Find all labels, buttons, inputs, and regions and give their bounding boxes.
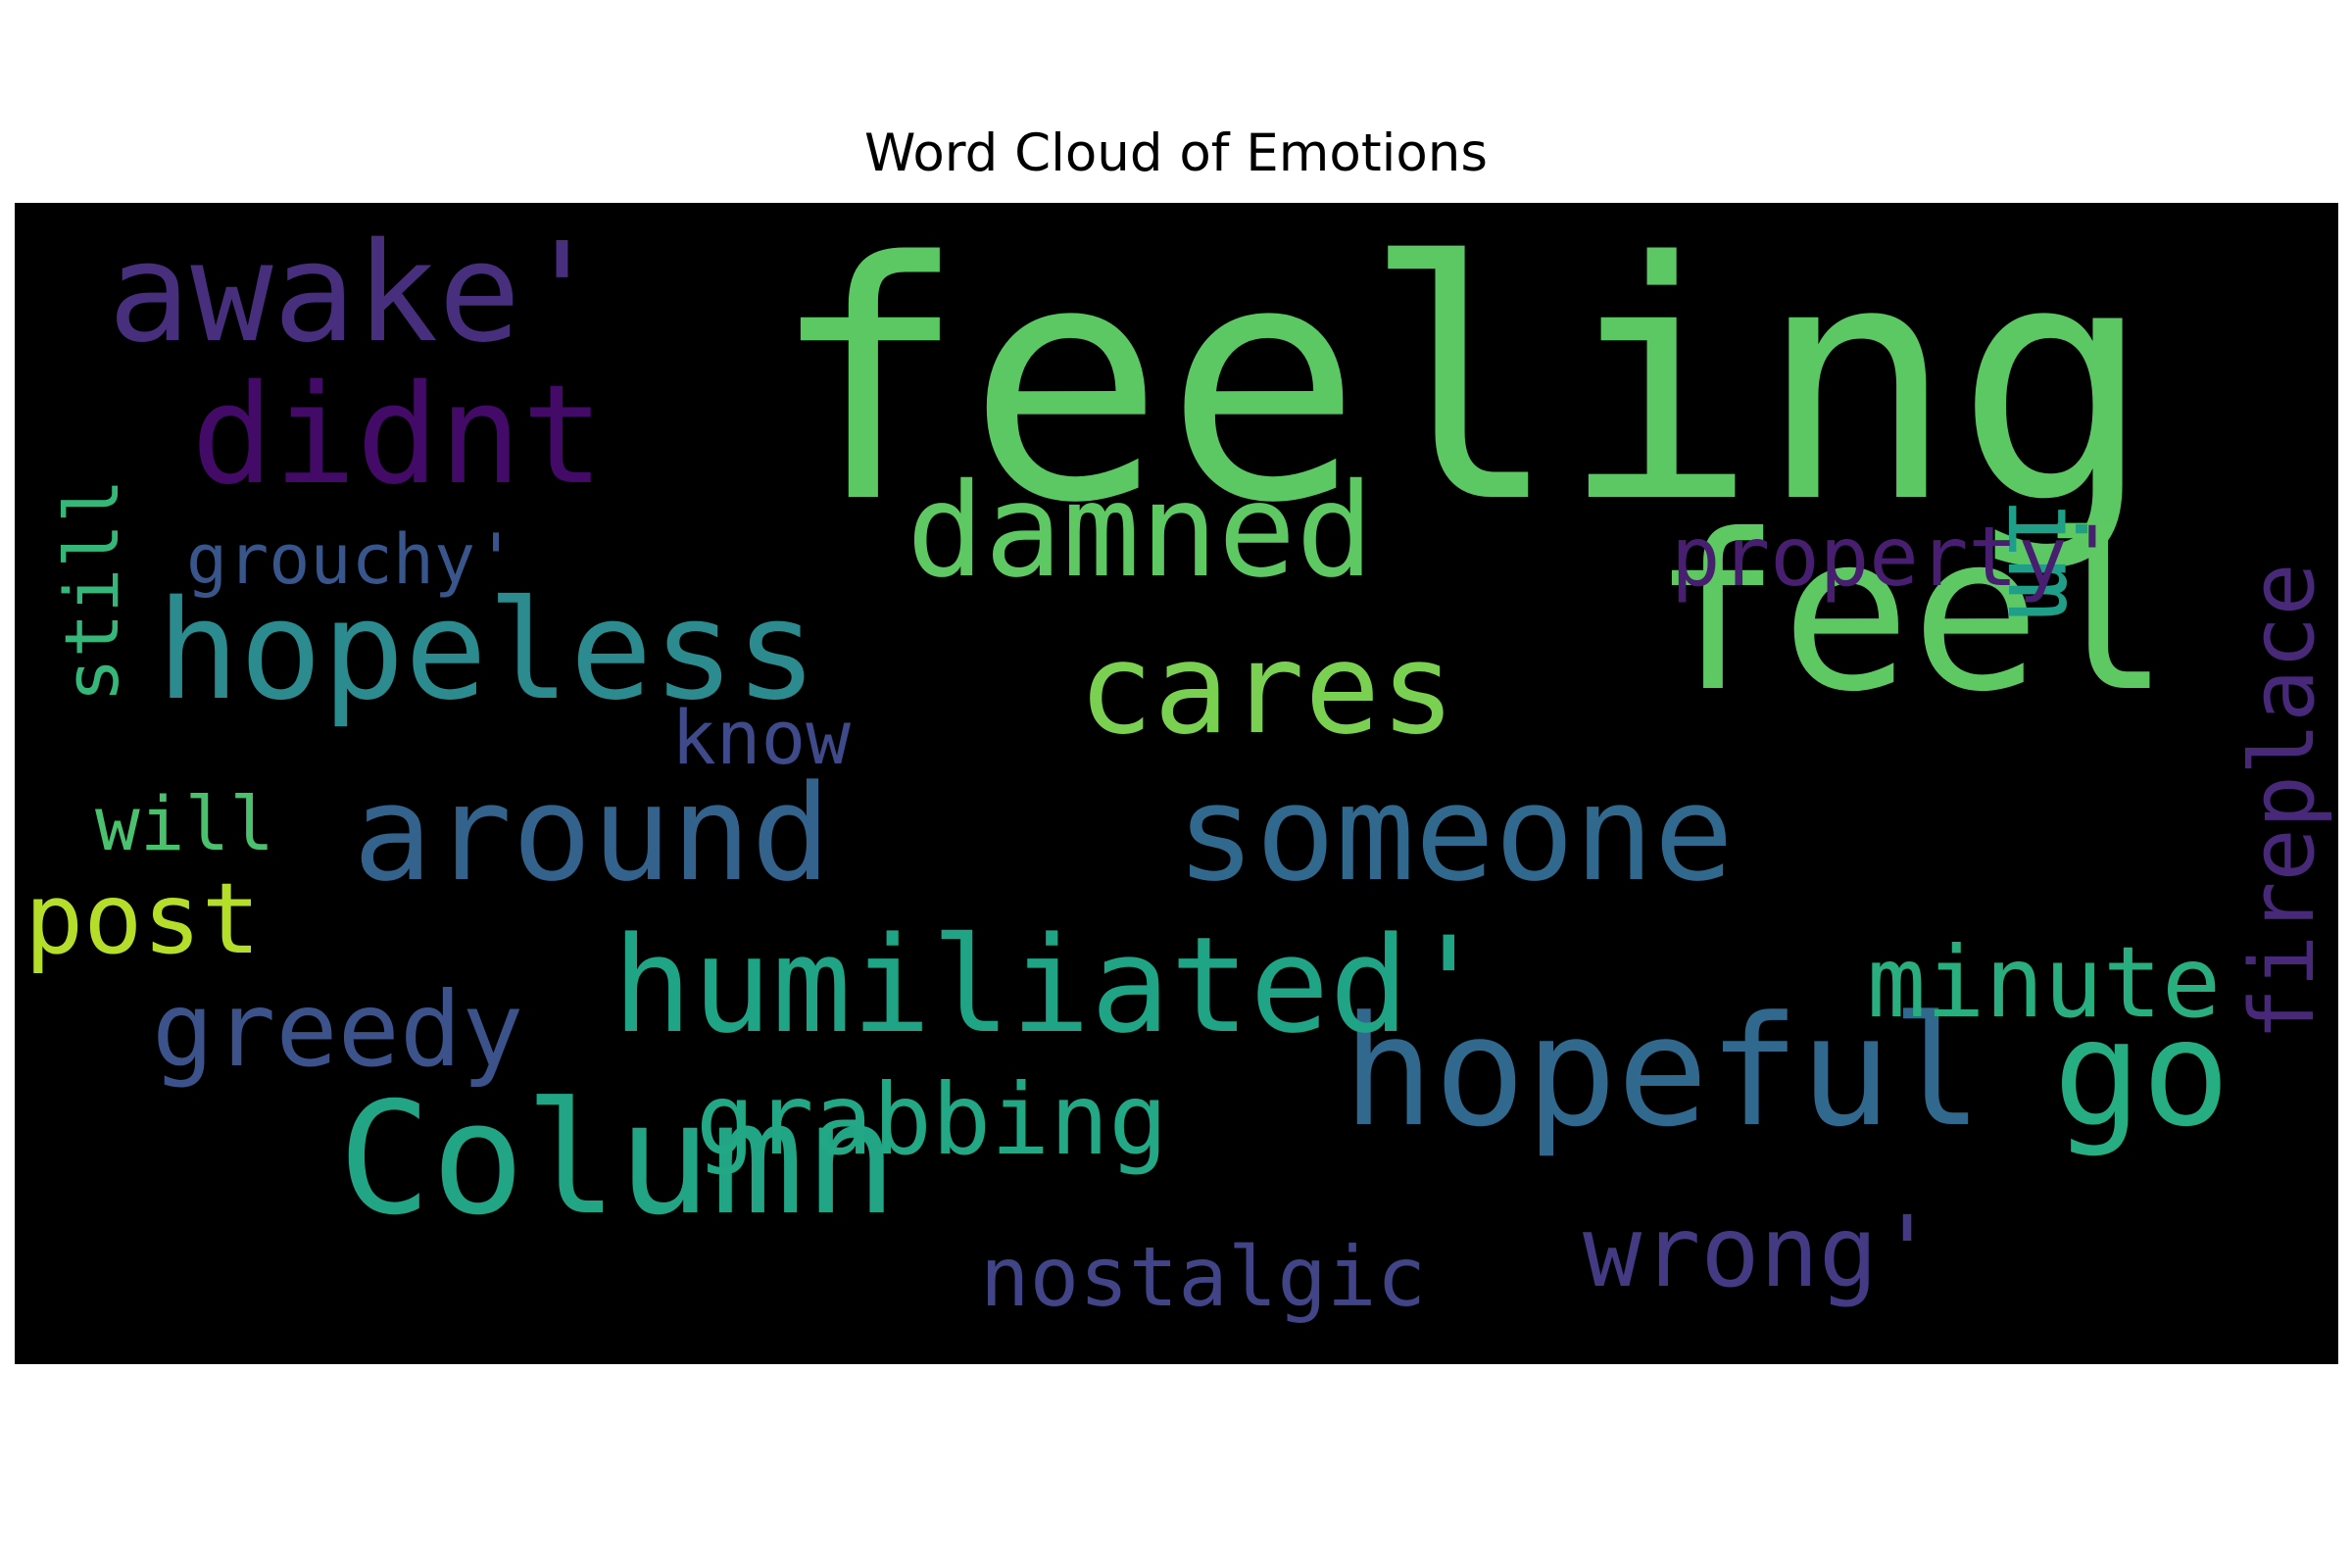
word-cares: cares [1078, 616, 1455, 762]
word-grouchy: grouchy' [186, 519, 516, 600]
word-im: im [1984, 497, 2104, 620]
chart-title: Word Cloud of Emotions [864, 123, 1488, 183]
word-greedy: greedy [152, 970, 523, 1090]
word-cloud-panel: feeling feel Column hopeful go awake' didnt hop… [15, 203, 2338, 1364]
word-hopeful: hopeful [1343, 983, 1983, 1160]
word-column: Column [338, 1069, 898, 1250]
word-post: post [24, 861, 261, 976]
word-someone: someone [1176, 757, 1734, 910]
word-property: property' [1671, 509, 2117, 605]
word-nostalgic: nostalgic [980, 1229, 1426, 1325]
word-didnt: didnt [191, 356, 604, 515]
word-go: go [2053, 989, 2230, 1159]
word-grabbing: grabbing [696, 1062, 1168, 1177]
word-awake: awake' [108, 214, 604, 373]
word-minute: minute [1867, 925, 2221, 1040]
word-humiliated: humiliated' [612, 908, 1489, 1062]
word-around: around [353, 757, 831, 910]
word-hopeless: hopeless [157, 571, 817, 731]
word-wrong: wrong' [1583, 1195, 1936, 1309]
word-know: know [671, 694, 851, 781]
word-fireplace: fireplace [2231, 563, 2334, 1041]
word-feeling: feeling [769, 203, 2153, 575]
word-will: will [95, 780, 274, 867]
word-feel: feel [1651, 488, 2171, 739]
word-still: still [48, 478, 135, 703]
word-damned: damned [906, 456, 1374, 607]
